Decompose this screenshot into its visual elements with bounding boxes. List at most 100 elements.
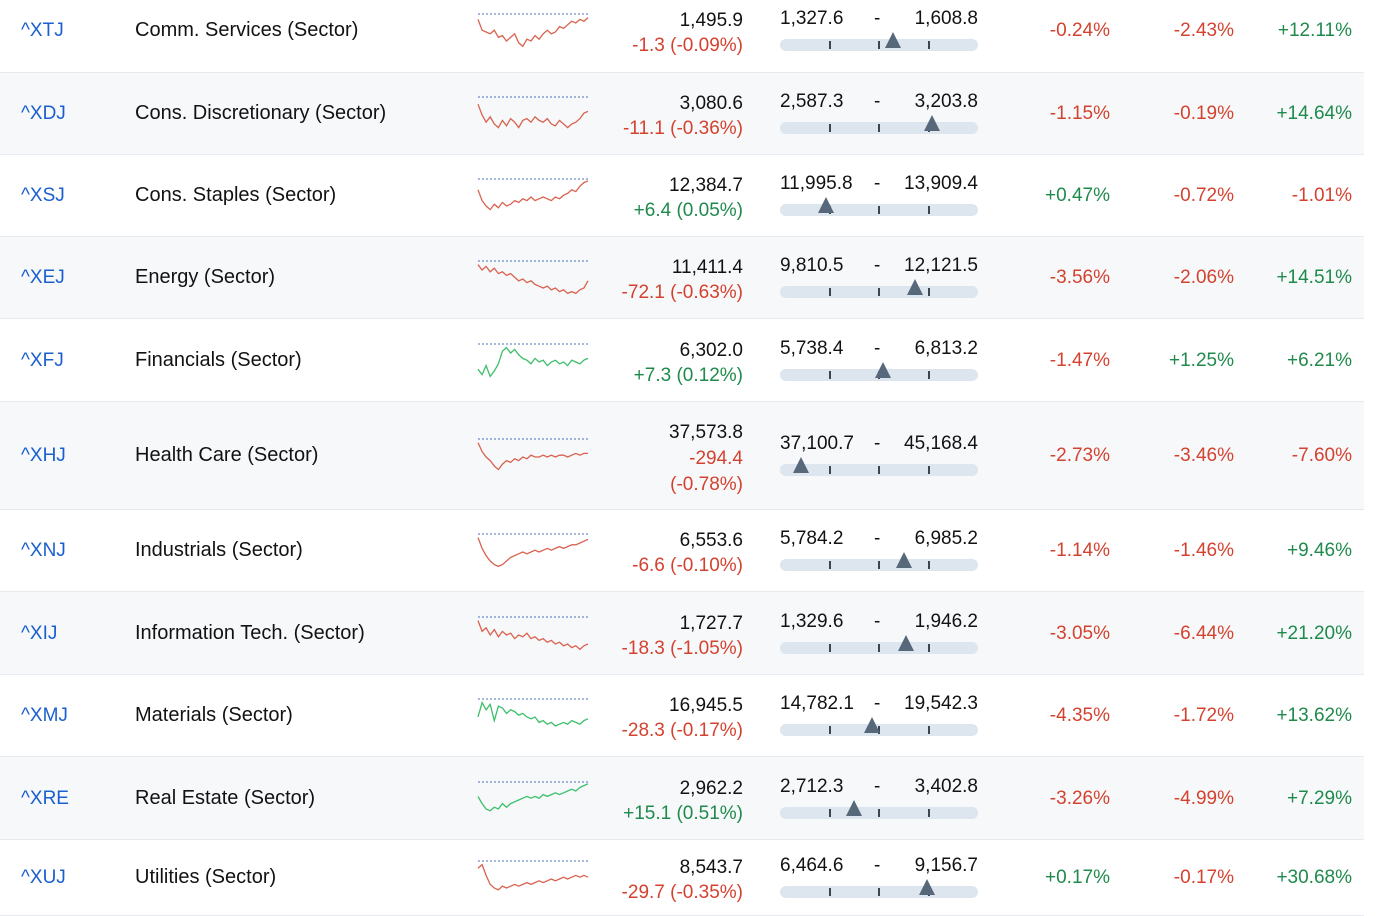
price-change: -1.3 (-0.09%) xyxy=(632,35,743,56)
pct-change-d1: -3.05% xyxy=(1049,623,1110,644)
pct-change-d1: -1.14% xyxy=(1049,540,1110,561)
pct-change-d2: +1.25% xyxy=(1169,350,1234,371)
range-separator: - xyxy=(874,611,881,632)
symbol-link[interactable]: ^XEJ xyxy=(21,267,65,288)
range-marker xyxy=(817,197,834,213)
table-row[interactable]: ^XHJ Health Care (Sector) 37,573.8 -294.4 (… xyxy=(0,402,1364,510)
sparkline-chart xyxy=(477,343,589,378)
pct-change-d3: -7.60% xyxy=(1291,445,1352,466)
pct-change-d2: -1.72% xyxy=(1173,705,1234,726)
pct-change-d3: +6.21% xyxy=(1287,350,1352,371)
sparkline-series xyxy=(477,620,589,651)
range-tick xyxy=(829,644,831,652)
range-low: 9,810.5 xyxy=(780,255,844,276)
range-marker xyxy=(792,457,809,473)
sparkline-chart xyxy=(477,438,588,471)
sector-name: Health Care (Sector) xyxy=(135,444,319,466)
sparkline-chart xyxy=(477,96,589,129)
sparkline-chart xyxy=(477,860,589,891)
range-separator: - xyxy=(874,255,881,276)
range-bar xyxy=(780,879,978,898)
symbol-link[interactable]: ^XIJ xyxy=(21,623,58,644)
price-change: +7.3 (0.12%) xyxy=(633,365,743,386)
pct-change-d2: -2.43% xyxy=(1173,20,1234,41)
symbol-link[interactable]: ^XMJ xyxy=(21,705,68,726)
sector-name: Energy (Sector) xyxy=(135,266,276,288)
range-separator: - xyxy=(874,528,881,549)
symbol-link[interactable]: ^XFJ xyxy=(21,350,64,371)
table-row[interactable]: ^XIJ Information Tech. (Sector) 1,727.7 -18… xyxy=(0,592,1364,675)
range-tick xyxy=(829,561,831,569)
pct-change-d1: +0.47% xyxy=(1045,185,1110,206)
last-price: 1,727.7 xyxy=(679,613,743,634)
range-marker xyxy=(885,32,902,48)
table-row[interactable]: ^XDJ Cons. Discretionary (Sector) 3,080.6 -… xyxy=(0,73,1364,155)
range-bar xyxy=(780,362,978,381)
table-row[interactable]: ^XFJ Financials (Sector) 6,302.0 +7.3 (0.12… xyxy=(0,319,1364,402)
pct-change-d3: +9.46% xyxy=(1287,540,1352,561)
pct-change-d3: +14.64% xyxy=(1276,103,1352,124)
range-tick xyxy=(878,124,880,132)
last-price: 11,411.4 xyxy=(671,257,743,278)
range-low: 2,712.3 xyxy=(780,776,844,797)
symbol-link[interactable]: ^XSJ xyxy=(21,185,65,206)
symbol-link[interactable]: ^XDJ xyxy=(21,103,66,124)
table-row[interactable]: ^XTJ Comm. Services (Sector) 1,495.9 -1.3 (… xyxy=(0,0,1364,73)
range-tick xyxy=(878,888,880,896)
table-row[interactable]: ^XNJ Industrials (Sector) 6,553.6 -6.6 (-0.… xyxy=(0,510,1364,592)
sparkline-series xyxy=(477,863,589,891)
symbol-link[interactable]: ^XRE xyxy=(21,788,69,809)
price-change: +6.4 (0.05%) xyxy=(633,200,743,221)
range-low: 1,329.6 xyxy=(780,611,844,632)
sector-name: Real Estate (Sector) xyxy=(135,787,316,809)
range-high: 13,909.4 xyxy=(904,173,978,194)
range-marker xyxy=(897,635,914,651)
range-separator: - xyxy=(874,776,881,797)
sector-name: Industrials (Sector) xyxy=(135,539,303,561)
sparkline-series xyxy=(477,783,589,812)
pct-change-d3: +14.51% xyxy=(1276,267,1352,288)
table-row[interactable]: ^XUJ Utilities (Sector) 8,543.7 -29.7 (-0.3… xyxy=(0,840,1364,916)
range-tick xyxy=(829,809,831,817)
sparkline-chart xyxy=(477,178,589,211)
range-tick xyxy=(878,644,880,652)
last-price: 2,962.2 xyxy=(679,778,743,799)
range-tick xyxy=(829,888,831,896)
symbol-link[interactable]: ^XHJ xyxy=(21,445,66,466)
table-row[interactable]: ^XSJ Cons. Staples (Sector) 12,384.7 +6.4 (… xyxy=(0,155,1364,237)
range-marker xyxy=(874,362,891,378)
table-row[interactable]: ^XEJ Energy (Sector) 11,411.4 -72.1 (-0.63%… xyxy=(0,237,1364,319)
table-row[interactable]: ^XMJ Materials (Sector) 16,945.5 -28.3 (-0.… xyxy=(0,675,1364,757)
pct-change-d3: +7.29% xyxy=(1287,788,1352,809)
range-separator: - xyxy=(874,855,881,876)
sparkline-chart xyxy=(477,533,589,568)
range-bar xyxy=(780,635,978,654)
range-marker xyxy=(906,279,923,295)
range-separator: - xyxy=(874,433,881,454)
range-tick xyxy=(829,41,831,49)
range-low: 2,587.3 xyxy=(780,91,844,112)
range-low: 14,782.1 xyxy=(780,693,854,714)
sparkline-series xyxy=(477,346,589,378)
sparkline-series xyxy=(477,103,589,129)
symbol-link[interactable]: ^XTJ xyxy=(21,20,64,41)
sparkline-series xyxy=(477,442,588,471)
range-marker xyxy=(919,879,936,895)
range-tick xyxy=(878,809,880,817)
symbol-link[interactable]: ^XUJ xyxy=(21,867,66,888)
range-tick xyxy=(829,371,831,379)
range-high: 12,121.5 xyxy=(904,255,978,276)
range-low: 37,100.7 xyxy=(780,433,854,454)
table-row[interactable]: ^XRE Real Estate (Sector) 2,962.2 +15.1 (0.… xyxy=(0,757,1364,840)
sparkline-series xyxy=(477,17,589,48)
pct-change-d2: -6.44% xyxy=(1173,623,1234,644)
sparkline-chart xyxy=(477,13,589,48)
range-marker xyxy=(863,717,880,733)
pct-change-d1: +0.17% xyxy=(1045,867,1110,888)
last-price: 6,553.6 xyxy=(679,530,743,551)
price-change: -18.3 (-1.05%) xyxy=(621,638,743,659)
last-price: 12,384.7 xyxy=(669,175,743,196)
symbol-link[interactable]: ^XNJ xyxy=(21,540,66,561)
pct-change-d3: +21.20% xyxy=(1276,623,1352,644)
price-change: -6.6 (-0.10%) xyxy=(632,555,743,576)
